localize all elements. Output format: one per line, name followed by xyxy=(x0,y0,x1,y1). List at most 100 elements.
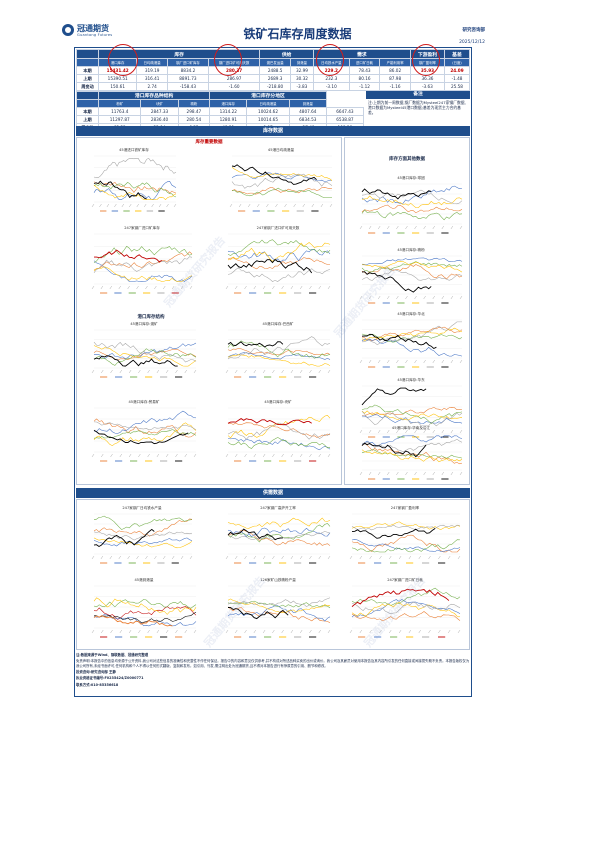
series-line xyxy=(227,523,331,543)
x-tick xyxy=(91,629,95,634)
chart-title: 45港口库存:澳矿 xyxy=(130,322,158,326)
table-cell: 11297.87 xyxy=(97,115,142,124)
series-line xyxy=(361,269,463,281)
column-header: 精粉 xyxy=(177,99,211,108)
line-chart: 45港口库存:球团 xyxy=(356,176,466,236)
table-cell: 10014.65 xyxy=(246,115,290,124)
x-tick xyxy=(387,471,390,476)
x-tick xyxy=(128,453,132,458)
x-tick xyxy=(244,285,247,290)
x-tick xyxy=(369,555,372,560)
chart-title: 45港口库存:贸易矿 xyxy=(128,400,160,404)
x-tick xyxy=(172,285,175,290)
x-tick xyxy=(253,285,256,290)
x-tick xyxy=(290,555,294,560)
series-line xyxy=(361,204,463,214)
chart-title: 247家钢厂进口矿可用天数 xyxy=(256,226,300,230)
x-tick xyxy=(459,429,463,434)
x-tick xyxy=(193,629,197,634)
series-line xyxy=(227,529,331,546)
x-tick xyxy=(184,629,187,634)
highlight-circle xyxy=(108,44,138,76)
series-line xyxy=(227,607,289,620)
analyst-name: 投资咨询:研究咨询部 王静 xyxy=(76,670,116,675)
x-tick xyxy=(156,453,160,458)
x-tick xyxy=(459,359,463,364)
x-tick xyxy=(189,555,193,560)
table-cell: 6834.53 xyxy=(288,115,327,124)
series-line xyxy=(361,257,463,265)
x-tick xyxy=(290,629,294,634)
row-label: 本期 xyxy=(76,107,99,116)
series-line xyxy=(93,345,197,367)
line-chart: 45港口库存:华东 xyxy=(356,378,466,440)
table-row: 本期 11763.4 2847.33 298.47 1314.22 10024.62 480… xyxy=(76,107,365,116)
summary-body: 本期 15431.42 319.19 8834.2 280.37 2488.5 32.99 2… xyxy=(76,66,471,91)
series-line xyxy=(227,597,331,607)
table-cell: -1.16 xyxy=(379,82,411,91)
x-tick xyxy=(110,629,113,634)
x-tick xyxy=(327,555,331,560)
x-tick xyxy=(302,203,305,208)
x-tick xyxy=(405,429,408,434)
series-line xyxy=(93,528,155,548)
table-cell: 8891.73 xyxy=(166,74,209,83)
series-line xyxy=(93,537,193,547)
x-tick xyxy=(378,225,381,230)
series-line xyxy=(361,338,463,357)
chart-title: 45港口库存:华南及沿江 xyxy=(391,426,431,430)
table-cell: 286.97 xyxy=(207,74,261,83)
table-cell: 11763.4 xyxy=(97,107,142,116)
series-line xyxy=(227,239,331,256)
x-tick xyxy=(293,203,296,208)
series-line xyxy=(227,605,331,622)
x-tick xyxy=(281,453,284,458)
contact-info: 联系方式:010-85356618 xyxy=(76,682,119,687)
column-header: 日均疏港量 xyxy=(136,58,168,67)
x-tick xyxy=(414,225,417,230)
x-tick xyxy=(359,359,363,364)
x-tick xyxy=(389,629,392,634)
x-tick xyxy=(327,285,331,290)
x-tick xyxy=(235,285,238,290)
x-tick xyxy=(166,453,169,458)
x-tick xyxy=(119,453,122,458)
series-line xyxy=(361,271,432,293)
port-structure-subhead: 港口库存结构 xyxy=(137,315,165,320)
x-tick xyxy=(119,629,122,634)
series-line xyxy=(361,261,463,273)
report-footer: 注:数据来源于Wind、钢联数据、冠通研究整理 免责声明:本报告中的信息均来源于… xyxy=(76,653,470,695)
column-header: 产能利用率 xyxy=(379,58,411,67)
chart-title: 45港到港量 xyxy=(134,578,154,582)
x-tick xyxy=(432,429,435,434)
x-tick xyxy=(119,369,122,374)
series-line xyxy=(361,209,463,221)
table-cell: 319.19 xyxy=(136,66,168,75)
series-line xyxy=(227,600,331,609)
x-tick xyxy=(300,285,303,290)
x-tick xyxy=(408,555,412,560)
series-line xyxy=(93,341,197,363)
table-cell: -3.83 xyxy=(289,82,314,91)
table-cell: -218.80 xyxy=(259,82,291,91)
table-cell: 298.47 xyxy=(177,107,211,116)
x-tick xyxy=(389,555,392,560)
series-line xyxy=(93,606,197,620)
x-tick xyxy=(272,453,275,458)
x-tick xyxy=(432,225,435,230)
series-line xyxy=(351,611,461,622)
x-tick xyxy=(262,285,266,290)
line-chart: 45港口库存:巴西矿 xyxy=(222,322,334,380)
x-tick xyxy=(448,629,451,634)
x-tick xyxy=(405,359,408,364)
series-line xyxy=(93,184,177,200)
series-line xyxy=(93,266,193,282)
x-tick xyxy=(253,453,256,458)
chart-title: 247家钢厂高炉开工率 xyxy=(260,506,296,510)
x-tick xyxy=(450,359,454,364)
x-tick xyxy=(163,285,166,290)
series-line xyxy=(231,167,333,181)
series-line xyxy=(93,429,197,439)
chart-title: 45港口库存:块矿 xyxy=(264,400,292,404)
x-tick xyxy=(184,369,187,374)
